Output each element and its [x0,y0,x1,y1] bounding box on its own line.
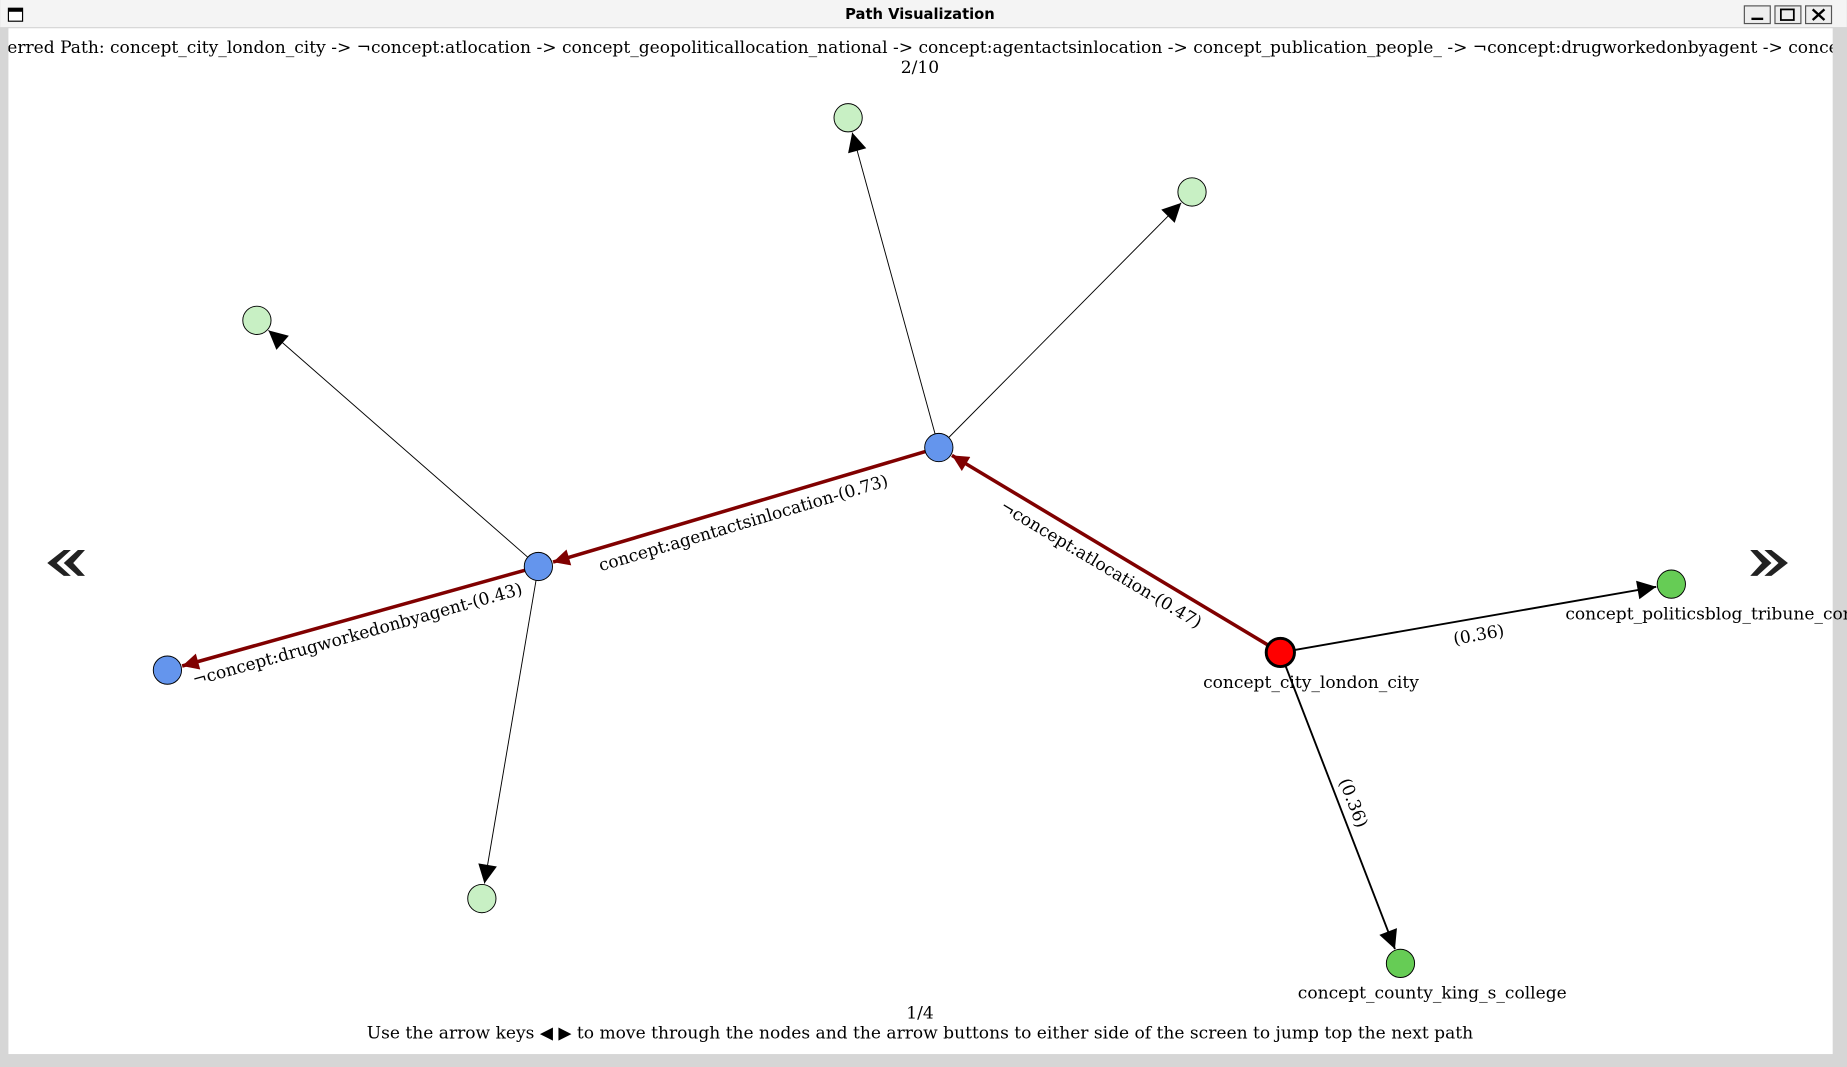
node-label: concept_county_king_s_college [1298,984,1567,1004]
minimize-button[interactable] [1743,5,1771,25]
node-label: concept_politicsblog_tribune_con [1565,604,1847,624]
edge [478,580,537,884]
previous-path-button[interactable] [47,549,85,576]
edge [948,202,1182,438]
edge [268,330,529,558]
node [467,883,497,914]
maximize-button[interactable] [1774,5,1802,25]
node [242,305,272,335]
node [152,655,183,685]
close-button[interactable] [1805,5,1833,25]
node [833,103,863,133]
nodes: concept_city_london_city concept_politics… [152,103,1847,1004]
edge [848,132,936,435]
node [1177,177,1207,207]
path-edge [552,449,926,566]
next-path-button[interactable] [1750,549,1788,576]
node [924,432,954,463]
node [523,551,553,582]
node [1656,569,1686,599]
title-bar [0,0,1847,28]
node-counter: 1/4 [906,1004,933,1024]
path-counter: 2/10 [901,58,939,78]
window-menu-icon-bar [8,8,23,12]
path-edge [181,568,526,670]
canvas [8,28,1833,1055]
edge [1294,580,1657,651]
edge [1284,665,1397,950]
path-edge [951,453,1270,647]
node-label: concept_city_london_city [1203,673,1419,693]
inferred-path: erred Path: concept_city_london_city -> … [7,38,1847,58]
window-title: Path Visualization [845,6,995,23]
instructions: Use the arrow keys ◀ ▶ to move through t… [367,1024,1473,1044]
node [1264,636,1296,669]
node [1385,948,1416,978]
